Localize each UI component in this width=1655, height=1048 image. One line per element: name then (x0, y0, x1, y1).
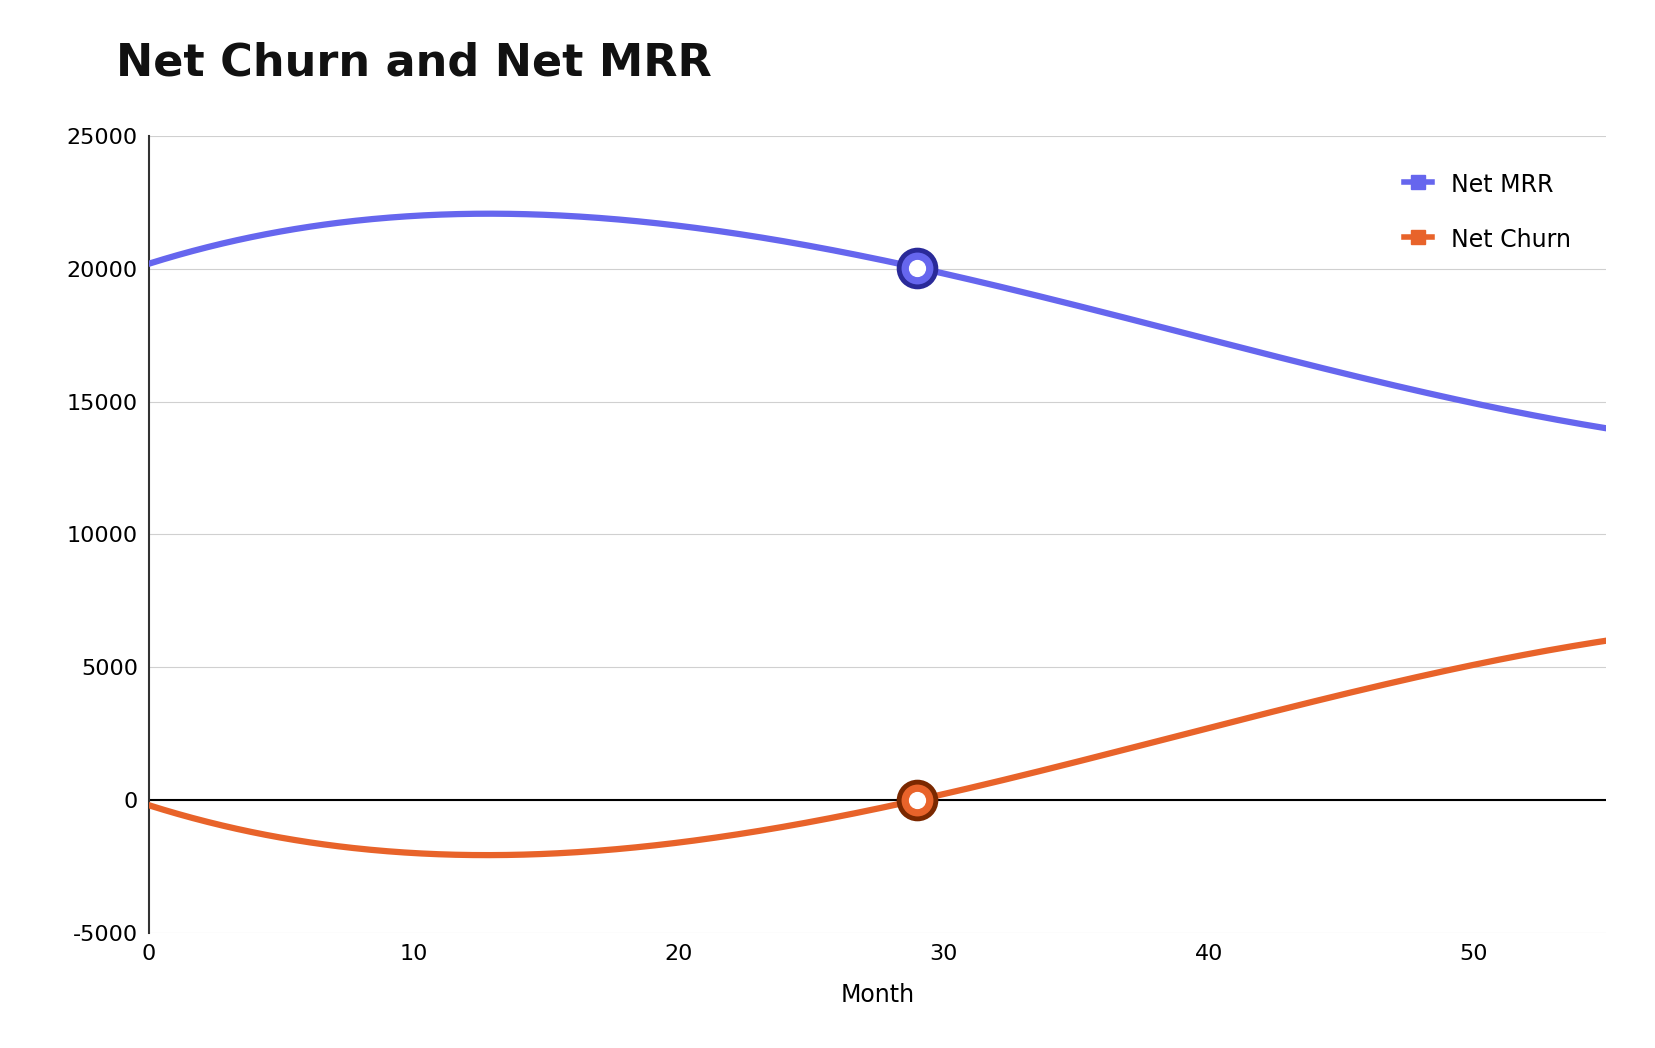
Text: Net Churn and Net MRR: Net Churn and Net MRR (116, 42, 712, 85)
Point (904, 259, 930, 276)
X-axis label: Month: Month (841, 983, 914, 1007)
Point (904, 259, 930, 276)
Point (904, 791, 930, 808)
Legend: Net MRR, Net Churn: Net MRR, Net Churn (1379, 148, 1594, 276)
Point (904, 791, 930, 808)
